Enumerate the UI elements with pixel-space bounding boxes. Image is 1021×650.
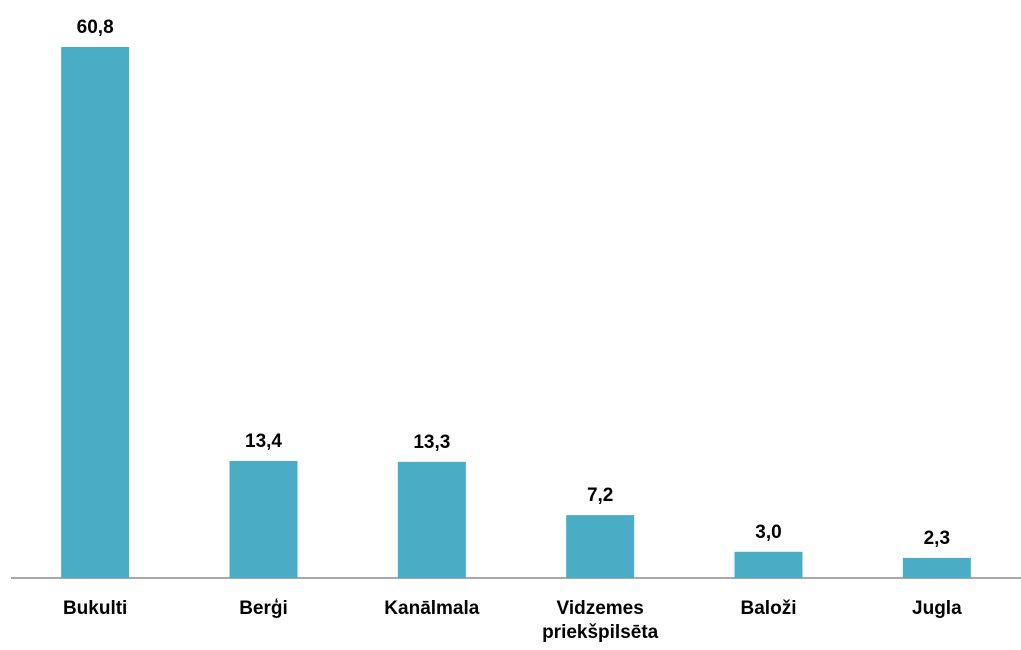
x-tick-label: Berģi bbox=[239, 598, 288, 619]
value-label: 13,3 bbox=[413, 432, 450, 453]
value-label: 7,2 bbox=[587, 485, 613, 506]
bar bbox=[61, 47, 130, 578]
value-label: 2,3 bbox=[924, 528, 950, 549]
x-tick-label: Baloži bbox=[740, 598, 797, 619]
value-label: 13,4 bbox=[245, 431, 282, 452]
bar bbox=[397, 461, 466, 578]
value-label: 60,8 bbox=[77, 17, 114, 38]
bar bbox=[229, 460, 298, 578]
bar bbox=[734, 551, 803, 578]
x-tick-label: Bukulti bbox=[62, 598, 128, 619]
x-tick-label: Jugla bbox=[912, 598, 962, 619]
bar bbox=[566, 515, 635, 578]
bar bbox=[902, 557, 971, 578]
x-tick-label: Vidzemes priekšpilsēta bbox=[542, 598, 659, 643]
value-label: 3,0 bbox=[755, 522, 781, 543]
x-tick-label: Kanālmala bbox=[384, 598, 480, 619]
